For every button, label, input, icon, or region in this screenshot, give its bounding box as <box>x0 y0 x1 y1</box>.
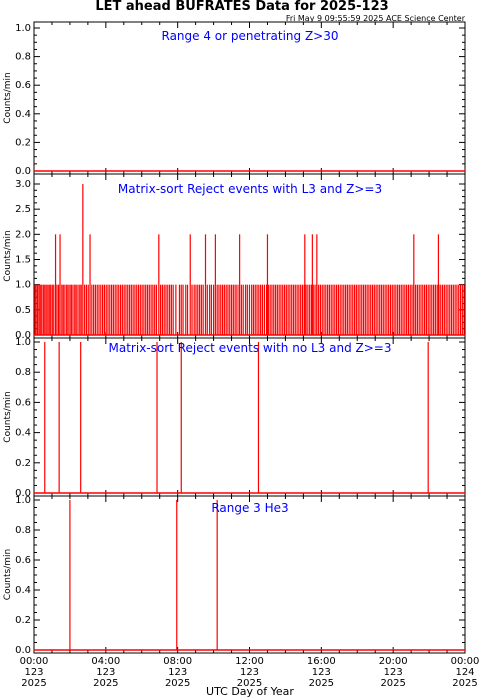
y-tick-label: 0.2 <box>15 615 31 626</box>
y-axis-label: Counts/min <box>3 72 13 123</box>
panel-title: Range 4 or penetrating Z>30 <box>162 29 339 43</box>
y-tick-label: 0.2 <box>15 458 31 469</box>
panel-title: Range 3 He3 <box>211 501 288 515</box>
x-tick-doy-label: 124 <box>455 667 474 678</box>
y-tick-label: 0.0 <box>15 330 31 341</box>
y-tick-label: 2.0 <box>15 229 31 240</box>
x-tick-year-label: 2025 <box>380 678 405 689</box>
panel-title: Matrix-sort Reject events with no L3 and… <box>109 341 392 355</box>
y-axis-label: Counts/min <box>3 391 13 442</box>
panel-title: Matrix-sort Reject events with L3 and Z>… <box>118 182 382 196</box>
y-axis-label: Counts/min <box>3 549 13 600</box>
y-tick-label: 0.2 <box>15 137 31 148</box>
figure-title: LET ahead BUFRATES Data for 2025-123 <box>95 0 388 14</box>
y-tick-label: 3.0 <box>15 179 31 190</box>
x-tick-year-label: 2025 <box>309 678 334 689</box>
panel-2: 0.0 0.5 1.0 1.5 2.0 2.5 3.0 Counts/min Matrix-so… <box>3 173 466 341</box>
y-tick-label: 0.4 <box>15 109 31 120</box>
y-axis-label: Counts/min <box>3 230 13 281</box>
y-tick-label: 0.4 <box>15 428 31 439</box>
panel-frame <box>33 495 466 654</box>
y-tick-label: 2.5 <box>15 204 31 215</box>
x-tick-year-label: 2025 <box>93 678 118 689</box>
y-tick-label: 0.5 <box>15 305 31 316</box>
x-tick-time-label: 08:00 <box>163 656 192 667</box>
y-tick-label: 0.0 <box>15 488 31 499</box>
x-tick-doy-label: 123 <box>312 667 331 678</box>
generation-timestamp: Fri May 9 09:55:59 2025 ACE Science Cent… <box>286 14 466 23</box>
y-tick-label: 1.0 <box>15 495 31 506</box>
y-tick-label: 0.8 <box>15 367 31 378</box>
panel-1: 0.0 0.2 0.4 0.6 0.8 1.0 Counts/min Range 4 or p… <box>3 21 466 177</box>
panel-3: 0.0 0.2 0.4 0.6 0.8 1.0 Counts/min Matrix-sort … <box>3 337 466 499</box>
x-axis: 00:00123202504:00123202508:00123202512:0… <box>20 656 479 689</box>
y-tick-label: 0.6 <box>15 397 31 408</box>
x-tick-doy-label: 123 <box>384 667 403 678</box>
x-tick-doy-label: 123 <box>24 667 43 678</box>
x-tick-doy-label: 123 <box>240 667 259 678</box>
y-tick-label: 0.6 <box>15 555 31 566</box>
y-tick-label: 0.8 <box>15 525 31 536</box>
x-tick-time-label: 04:00 <box>91 656 120 667</box>
x-tick-time-label: 20:00 <box>379 656 408 667</box>
y-tick-label: 0.0 <box>15 166 31 177</box>
x-tick-doy-label: 123 <box>168 667 187 678</box>
y-tick-label: 0.8 <box>15 52 31 63</box>
panel-4: 0.0 0.2 0.4 0.6 0.8 1.0 Counts/min Range 3 He3 <box>3 495 466 656</box>
x-tick-time-label: 00:00 <box>20 656 49 667</box>
x-tick-time-label: 16:00 <box>307 656 336 667</box>
panel-frame <box>33 21 466 175</box>
x-tick-time-label: 00:00 <box>451 656 479 667</box>
x-axis-label: UTC Day of Year <box>206 685 294 698</box>
x-tick-year-label: 2025 <box>165 678 190 689</box>
x-tick-year-label: 2025 <box>21 678 46 689</box>
y-tick-label: 1.0 <box>15 23 31 34</box>
panel-frame <box>33 337 466 497</box>
y-tick-label: 1.5 <box>15 255 31 266</box>
y-tick-label: 0.4 <box>15 585 31 596</box>
x-tick-time-label: 12:00 <box>235 656 264 667</box>
y-tick-label: 0.0 <box>15 645 31 656</box>
y-tick-label: 1.0 <box>15 337 31 348</box>
x-tick-year-label: 2025 <box>237 678 262 689</box>
x-tick-doy-label: 123 <box>96 667 115 678</box>
x-tick-year-label: 2025 <box>452 678 477 689</box>
y-tick-label: 1.0 <box>15 280 31 291</box>
y-tick-label: 0.6 <box>15 80 31 91</box>
